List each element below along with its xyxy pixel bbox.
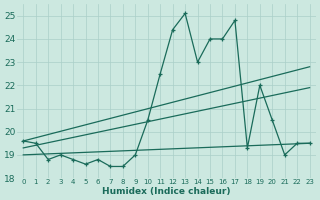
X-axis label: Humidex (Indice chaleur): Humidex (Indice chaleur): [102, 187, 231, 196]
